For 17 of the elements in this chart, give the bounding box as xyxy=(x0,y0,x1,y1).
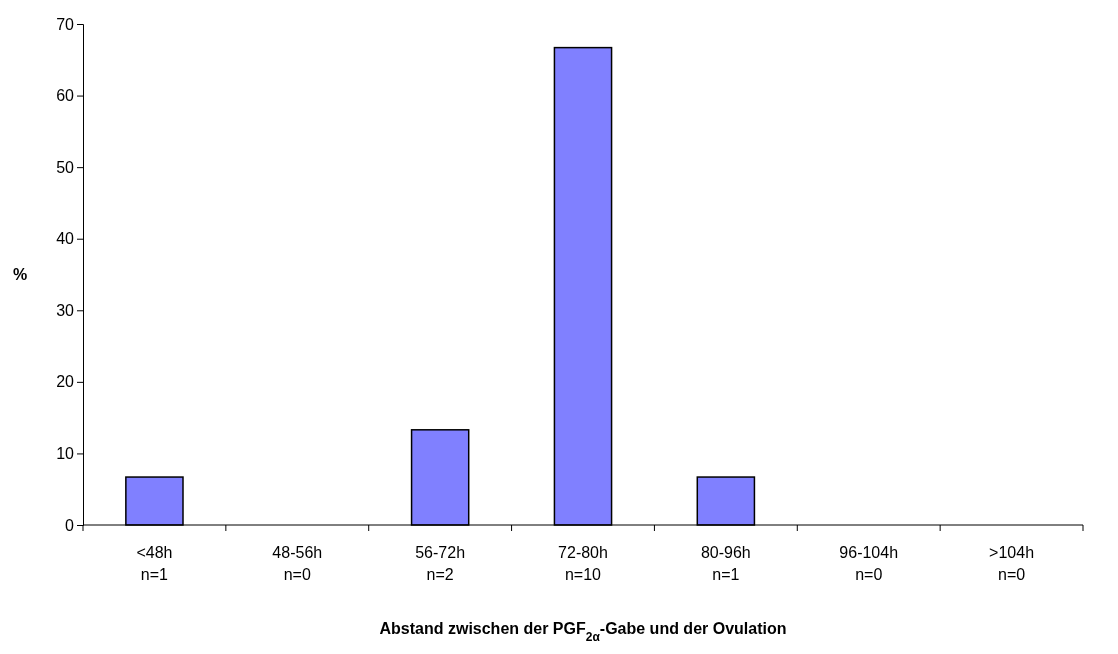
y-tick-label: 70 xyxy=(56,15,75,33)
x-tick-label: >104h n=0 xyxy=(989,544,1035,583)
x-tick-label: 72-80h n=10 xyxy=(558,544,608,583)
x-axis-title: Abstand zwischen der PGF$_{2α}$-Gabe und der Ovulation xyxy=(379,620,787,644)
y-tick-label: 20 xyxy=(56,373,75,391)
y-tick-label: 40 xyxy=(56,230,75,248)
y-tick-label: 60 xyxy=(56,87,75,105)
x-tick-label: 96-104h n=0 xyxy=(839,544,899,583)
x-tick-label: <48h n=1 xyxy=(136,544,173,583)
x-tick-label: 48-56h n=0 xyxy=(272,544,323,583)
y-axis-title: % xyxy=(12,265,28,283)
y-tick-label: 50 xyxy=(56,158,75,176)
x-tick-label: 56-72h n=2 xyxy=(415,544,466,583)
x-tick-label: 80-96h n=1 xyxy=(700,544,751,583)
y-tick-label: 0 xyxy=(65,516,75,534)
y-tick-label: 30 xyxy=(56,301,75,319)
y-tick-label: 10 xyxy=(56,445,75,463)
